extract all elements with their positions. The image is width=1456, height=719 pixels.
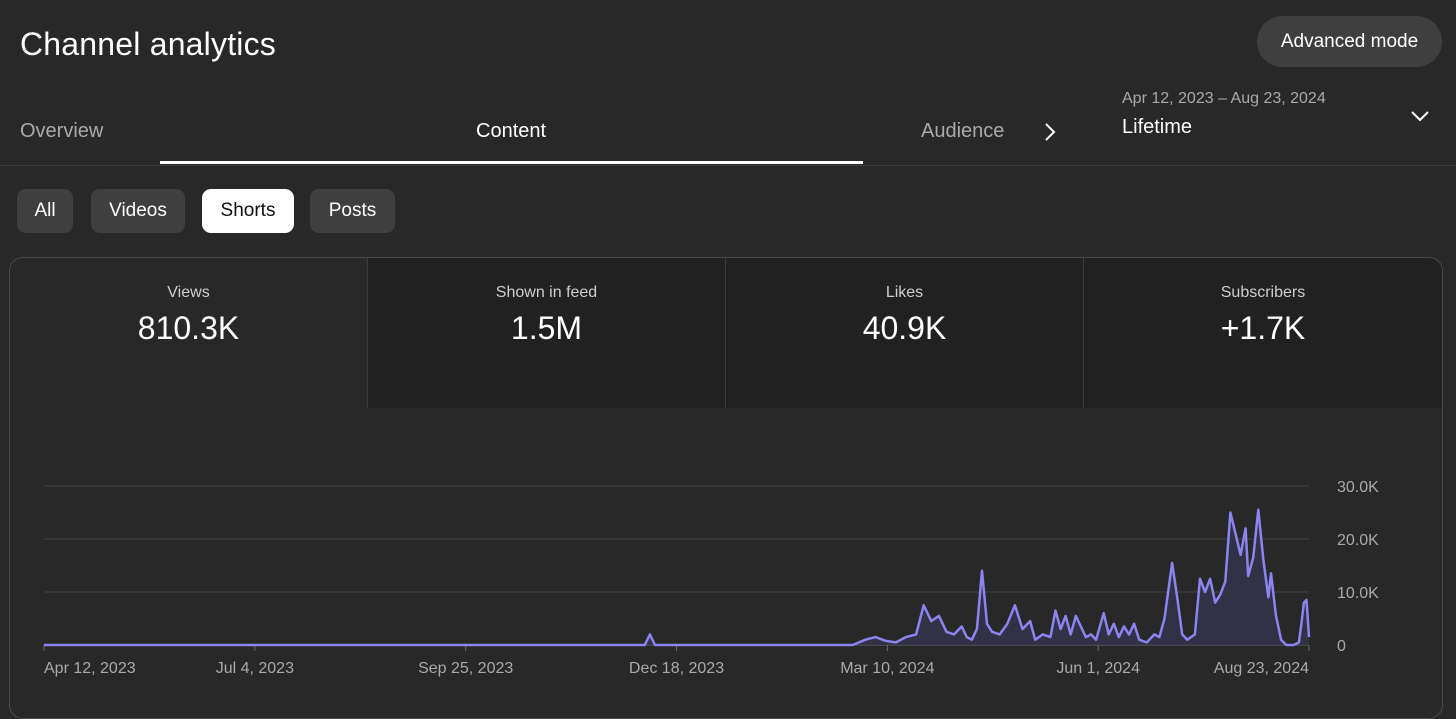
x-tick-label: Mar 10, 2024 bbox=[840, 660, 934, 677]
metric-label: Likes bbox=[885, 284, 924, 301]
analytics-panel: Views 810.3K Shown in feed 1.5M Likes 40… bbox=[9, 257, 1443, 719]
tab-content[interactable]: Content bbox=[476, 120, 547, 142]
series-area bbox=[44, 509, 1309, 645]
metric-card-likes[interactable]: Likes 40.9K bbox=[726, 258, 1083, 408]
x-tick-label: Sep 25, 2023 bbox=[418, 660, 513, 677]
tab-audience[interactable]: Audience bbox=[921, 120, 1005, 142]
metric-value: 1.5M bbox=[510, 310, 583, 346]
x-tick-label: Apr 12, 2023 bbox=[44, 660, 136, 677]
y-tick-label: 30.0K bbox=[1337, 479, 1379, 496]
x-tick-label: Jul 4, 2023 bbox=[216, 660, 294, 677]
page-title: Channel analytics bbox=[20, 26, 276, 62]
active-tab-indicator bbox=[160, 161, 863, 164]
series-line bbox=[44, 508, 1311, 647]
card-divider bbox=[725, 258, 726, 408]
chip-all[interactable]: All bbox=[17, 189, 73, 233]
metric-value: 40.9K bbox=[862, 310, 947, 346]
chip-shorts[interactable]: Shorts bbox=[202, 189, 294, 233]
metric-value: 810.3K bbox=[137, 310, 240, 346]
metric-card-views[interactable]: Views 810.3K bbox=[10, 258, 367, 408]
x-tick-label: Dec 18, 2023 bbox=[629, 660, 724, 677]
metric-label: Subscribers bbox=[1220, 284, 1306, 301]
chip-posts[interactable]: Posts bbox=[310, 189, 395, 233]
date-range-text: Apr 12, 2023 – Aug 23, 2024 bbox=[1122, 90, 1326, 107]
metric-card-shown-in-feed[interactable]: Shown in feed 1.5M bbox=[368, 258, 725, 408]
y-tick-label: 20.0K bbox=[1337, 532, 1379, 549]
x-tick-label: Jun 1, 2024 bbox=[1056, 660, 1140, 677]
advanced-mode-button[interactable]: Advanced mode bbox=[1257, 16, 1442, 67]
date-range-label[interactable]: Lifetime bbox=[1122, 116, 1193, 138]
header-divider bbox=[0, 165, 1456, 166]
y-tick-label: 10.0K bbox=[1337, 585, 1379, 602]
metric-label: Views bbox=[167, 284, 210, 301]
metric-card-subscribers[interactable]: Subscribers +1.7K bbox=[1084, 258, 1442, 408]
tab-overview[interactable]: Overview bbox=[20, 120, 104, 142]
y-tick-label: 0 bbox=[1337, 638, 1346, 655]
chevron-down-icon[interactable] bbox=[1408, 104, 1432, 128]
views-chart: 0 10.0K 20.0K 30.0K Apr 12, 2023 Jul 4, 2023 S… bbox=[43, 479, 1379, 677]
chevron-right-icon[interactable] bbox=[1040, 118, 1062, 146]
x-tick-label: Aug 23, 2024 bbox=[1214, 660, 1309, 677]
metric-value: +1.7K bbox=[1220, 310, 1306, 346]
chip-videos[interactable]: Videos bbox=[91, 189, 185, 233]
metric-label: Shown in feed bbox=[495, 284, 598, 301]
card-divider bbox=[367, 258, 368, 408]
card-divider bbox=[1083, 258, 1084, 408]
